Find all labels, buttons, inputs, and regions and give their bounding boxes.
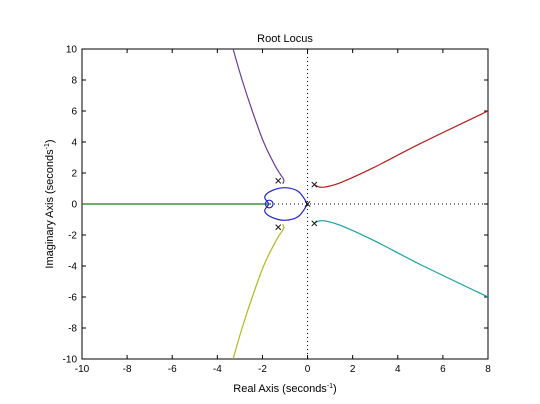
y-tick-label: -10: [63, 355, 78, 366]
y-tick-label: -2: [68, 231, 77, 242]
x-tick-label: 2: [350, 364, 356, 375]
x-tick-label: -4: [213, 364, 222, 375]
pole-stroke: [275, 224, 282, 231]
zero-marker: [264, 199, 274, 209]
locus-branch: [314, 220, 489, 298]
y-axis-label: Imaginary Axis (seconds-1): [44, 139, 56, 268]
pole-stroke: [304, 201, 311, 207]
pole-stroke: [311, 181, 318, 188]
x-tick-label: 6: [440, 364, 446, 375]
y-tick-label: 0: [71, 200, 77, 211]
locus-branch: [232, 48, 285, 185]
y-tick-label: 6: [71, 107, 77, 118]
pole-zero-markers: [264, 177, 318, 231]
x-tick-label: -10: [75, 364, 90, 375]
y-tick-label: 8: [71, 76, 77, 87]
locus-branch: [264, 187, 309, 205]
pole-stroke: [311, 220, 318, 227]
locus-branch: [314, 110, 489, 188]
y-tick-label: -4: [68, 262, 77, 273]
pole-marker: [304, 201, 311, 207]
x-tick-label: -2: [258, 364, 267, 375]
x-tick-label: 0: [305, 364, 311, 375]
pole-marker: [311, 181, 318, 188]
y-tick-label: 4: [71, 138, 77, 149]
axis-ticks: -10 -8 -6 -4 -2 0 2 4 6 8 -10 -8 -6 -4 -2 0 2 4 6 8 10: [63, 45, 492, 376]
locus-branch: [232, 223, 285, 360]
x-axis-label: Real Axis (seconds-1): [233, 383, 336, 395]
locus-branch: [264, 203, 309, 221]
chart-title: Root Locus: [257, 33, 313, 45]
locus-branches: [82, 48, 489, 360]
pole-marker: [275, 224, 282, 231]
y-tick-label: -8: [68, 324, 77, 335]
x-tick-label: 4: [395, 364, 401, 375]
y-tick-label: 10: [66, 45, 78, 56]
y-tick-label: 2: [71, 169, 77, 180]
x-tick-label: -6: [168, 364, 177, 375]
pole-stroke: [275, 177, 282, 184]
y-tick-label: -6: [68, 293, 77, 304]
x-tick-label: -8: [123, 364, 132, 375]
x-tick-label: 8: [485, 364, 491, 375]
pole-marker: [275, 177, 282, 184]
pole-marker: [311, 220, 318, 227]
